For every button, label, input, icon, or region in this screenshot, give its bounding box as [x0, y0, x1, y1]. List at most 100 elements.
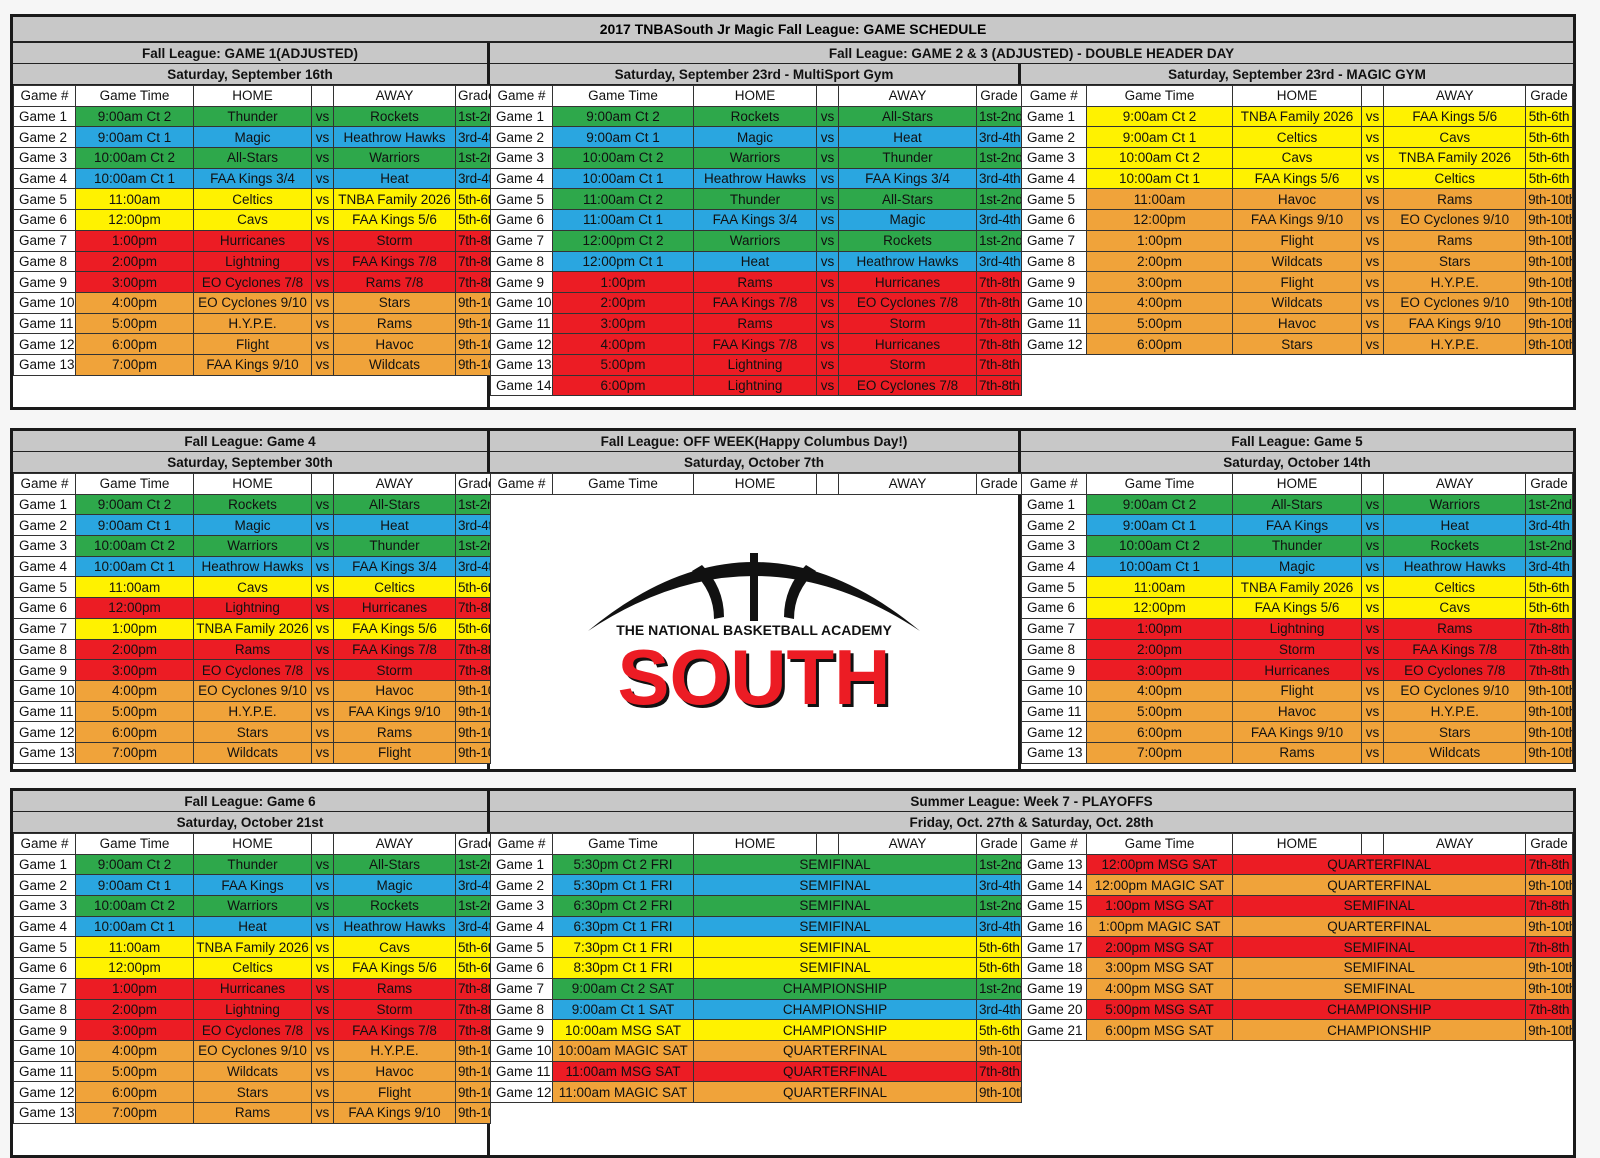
away-team: Cavs	[333, 936, 456, 959]
game-time: 2:00pm	[1085, 638, 1234, 661]
grade: 9th-10th	[1525, 312, 1573, 335]
game-time: 4:00pm	[1085, 291, 1234, 314]
grade: 5th-6th	[976, 1019, 1022, 1041]
away-team: Warriors	[333, 147, 456, 169]
table-row: Game 9 3:00pm Hurricanes vs EO Cyclones 7/8 7…	[1021, 659, 1573, 681]
game-number: Game 10	[1021, 291, 1087, 314]
col-game-number: Game #	[13, 473, 76, 495]
vs-label: vs	[1360, 250, 1385, 273]
game-number: Game 3	[13, 895, 76, 917]
game-time: 10:00am Ct 1	[75, 915, 194, 938]
col-vs	[311, 833, 334, 855]
away-team: H.Y.P.E.	[1383, 700, 1527, 723]
away-team: Havoc	[333, 679, 456, 702]
game-number: Game 9	[13, 1019, 76, 1041]
away-team: Celtics	[1383, 576, 1527, 599]
table-row: Game 14 12:00pm MAGIC SAT QUARTERFINAL 9th-…	[1021, 874, 1573, 897]
game-number: Game 11	[490, 1060, 553, 1083]
game-time: 7:00pm	[75, 1101, 194, 1124]
table-row: Game 4 10:00am Ct 1 FAA Kings 3/4 vs Heat 3rd…	[13, 167, 491, 190]
away-team: TNBA Family 2026	[1383, 147, 1527, 169]
grade: 9th-10th	[1525, 291, 1573, 314]
grade: 9th-10th	[455, 741, 491, 764]
grade: 9th-10th	[455, 353, 491, 376]
grade: 9th-10th	[1525, 915, 1573, 938]
table-row: Game 3 10:00am Ct 2 Warriors vs Thunder 1st-2…	[490, 147, 1022, 169]
home-team: FAA Kings 9/10	[1232, 209, 1362, 231]
away-team: Stars	[1383, 250, 1527, 273]
table-row: Game 7 9:00am Ct 2 SAT CHAMPIONSHIP 1st-2nd	[490, 977, 1022, 1000]
section-date: Saturday, September 16th	[13, 64, 487, 85]
home-team: Magic	[193, 126, 312, 149]
vs-label: vs	[311, 617, 334, 640]
away-team: EO Cyclones 7/8	[838, 291, 977, 314]
game-number: Game 3	[490, 895, 553, 917]
vs-label: vs	[311, 493, 334, 516]
grade: 5th-6th	[1525, 597, 1573, 619]
game-number: Game 4	[490, 915, 553, 938]
table-row: Game 11 3:00pm Rams vs Storm 7th-8th	[490, 312, 1022, 335]
grade: 9th-10th	[1525, 679, 1573, 702]
table-row: Game 6 12:00pm FAA Kings 5/6 vs Cavs 5th-6th	[1021, 597, 1573, 619]
vs-label: vs	[816, 291, 839, 314]
game-number: Game 7	[13, 229, 76, 252]
game-time: 6:00pm	[1085, 721, 1234, 743]
col-home: HOME	[1232, 473, 1362, 495]
grade: 7th-8th	[1525, 998, 1573, 1021]
game-number: Game 11	[1021, 700, 1087, 723]
vs-label: vs	[1360, 597, 1385, 619]
col-away: AWAY	[1383, 85, 1527, 107]
round-label: SEMIFINAL	[693, 874, 977, 897]
game-number: Game 8	[490, 998, 553, 1021]
away-team: Stars	[333, 291, 456, 314]
game-number: Game 13	[1021, 741, 1087, 764]
game-number: Game 2	[1021, 126, 1087, 149]
table-row: Game 8 9:00am Ct 1 SAT CHAMPIONSHIP 3rd-4th	[490, 998, 1022, 1021]
game-time: 12:00pm	[1085, 597, 1234, 619]
game-number: Game 11	[13, 312, 76, 335]
grade: 7th-8th	[976, 1060, 1022, 1083]
home-team: Celtics	[1232, 126, 1362, 149]
game-time: 9:00am Ct 2	[1085, 105, 1234, 128]
game-number: Game 2	[13, 874, 76, 897]
game-time: 1:00pm	[75, 617, 194, 640]
home-team: Rockets	[693, 105, 817, 128]
grade: 3rd-4th	[455, 126, 491, 149]
game-time: 11:00am MSG SAT	[552, 1060, 694, 1083]
grade: 7th-8th	[455, 250, 491, 273]
table-row: Game 12 4:00pm FAA Kings 7/8 vs Hurricanes 7t…	[490, 333, 1022, 355]
game-number: Game 13	[490, 353, 553, 376]
away-team: Cavs	[1383, 597, 1527, 619]
grade: 7th-8th	[455, 1019, 491, 1041]
game5-section: Fall League: Game 5 Saturday, October 14…	[1021, 431, 1573, 769]
grade: 7th-8th	[455, 977, 491, 1000]
table-row: Game 9 10:00am MSG SAT CHAMPIONSHIP 5th-6th	[490, 1019, 1022, 1041]
away-team: FAA Kings 7/8	[333, 250, 456, 273]
game-number: Game 5	[1021, 576, 1087, 599]
game-time: 10:00am Ct 1	[1085, 555, 1234, 578]
game-time: 3:00pm	[75, 659, 194, 681]
col-game-number: Game #	[490, 833, 553, 855]
grade: 3rd-4th	[455, 514, 491, 537]
home-team: Havoc	[1232, 188, 1362, 211]
table-row: Game 6 8:30pm Ct 1 FRI SEMIFINAL 5th-6th	[490, 957, 1022, 979]
table-row: Game 1 5:30pm Ct 2 FRI SEMIFINAL 1st-2nd	[490, 853, 1022, 876]
away-team: FAA Kings 7/8	[333, 638, 456, 661]
away-team: Celtics	[1383, 167, 1527, 190]
grade: 1st-2nd	[976, 229, 1022, 252]
vs-label: vs	[1360, 291, 1385, 314]
grade: 1st-2nd	[455, 895, 491, 917]
away-team: Havoc	[333, 333, 456, 355]
game-number: Game 7	[490, 977, 553, 1000]
table-row: Game 13 5:00pm Lightning vs Storm 7th-8th	[490, 353, 1022, 376]
col-home: HOME	[1232, 85, 1362, 107]
game-number: Game 4	[13, 915, 76, 938]
